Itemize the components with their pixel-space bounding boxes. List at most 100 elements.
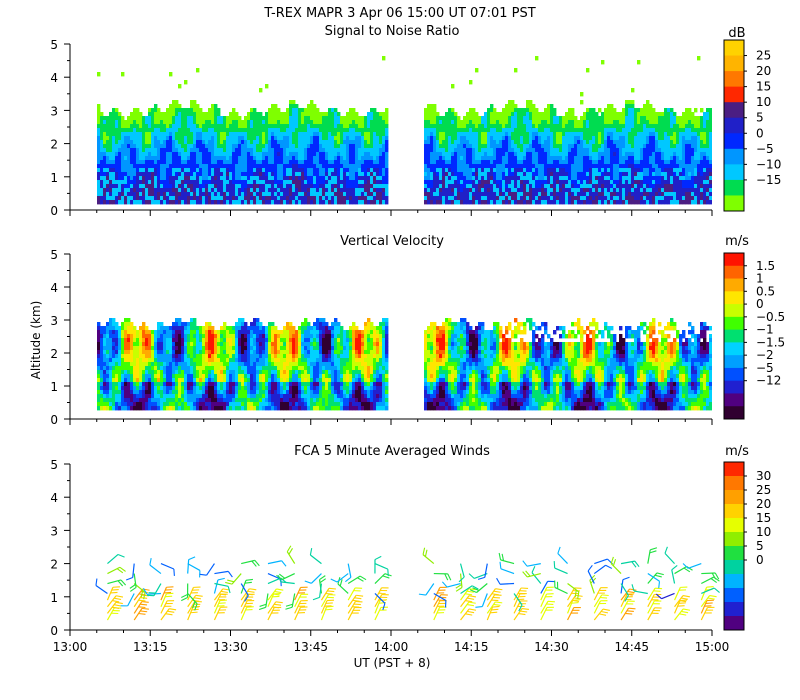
heat-cell bbox=[676, 164, 680, 169]
heat-cell bbox=[163, 172, 167, 177]
heat-cell bbox=[439, 188, 443, 193]
heat-cell bbox=[469, 140, 473, 145]
heat-cell bbox=[109, 366, 113, 371]
heat-cell bbox=[637, 116, 641, 121]
heat-cell bbox=[196, 124, 200, 129]
heat-cell bbox=[352, 192, 356, 197]
heat-cell bbox=[430, 168, 434, 173]
heat-cell bbox=[709, 196, 712, 201]
heat-cell bbox=[577, 196, 581, 201]
heat-cell bbox=[142, 116, 146, 121]
heat-cell bbox=[250, 116, 254, 121]
heat-cell bbox=[220, 160, 224, 165]
heat-cell bbox=[139, 124, 143, 129]
heat-cell bbox=[598, 156, 602, 161]
heat-cell bbox=[100, 354, 104, 359]
heat-cell bbox=[187, 160, 191, 165]
heat-cell bbox=[538, 128, 542, 133]
heat-cell bbox=[469, 188, 473, 193]
heat-cell bbox=[346, 180, 350, 185]
heat-cell bbox=[118, 342, 122, 347]
heat-cell bbox=[223, 144, 227, 149]
colorbar-label: 25 bbox=[756, 49, 771, 63]
heat-cell bbox=[115, 168, 119, 173]
heat-cell bbox=[460, 196, 464, 201]
heat-cell bbox=[238, 144, 242, 149]
heat-cell bbox=[604, 152, 608, 157]
heat-cell bbox=[238, 184, 242, 189]
heat-cell bbox=[133, 144, 137, 149]
heat-cell bbox=[682, 156, 686, 161]
heat-cell bbox=[181, 112, 185, 117]
heat-cell bbox=[502, 148, 506, 153]
heat-cell bbox=[121, 402, 125, 407]
heat-cell bbox=[535, 120, 539, 125]
heat-cell bbox=[649, 152, 653, 157]
heat-cell bbox=[529, 180, 533, 185]
heat-cell bbox=[214, 180, 218, 185]
heat-cell bbox=[217, 124, 221, 129]
heat-cell bbox=[529, 176, 533, 181]
heat-cell bbox=[688, 140, 692, 145]
heat-cell bbox=[226, 116, 230, 121]
heat-cell bbox=[223, 156, 227, 161]
heat-cell bbox=[136, 184, 140, 189]
heat-cell bbox=[565, 188, 569, 193]
heat-cell bbox=[550, 144, 554, 149]
heat-cell bbox=[127, 390, 131, 395]
heat-cell bbox=[334, 164, 338, 169]
heat-cell bbox=[550, 104, 554, 109]
heat-cell bbox=[355, 176, 359, 181]
heat-cell bbox=[115, 394, 119, 399]
heat-cell bbox=[103, 148, 107, 153]
heat-cell bbox=[517, 192, 521, 197]
heat-cell bbox=[127, 144, 131, 149]
heat-cell bbox=[502, 180, 506, 185]
heat-cell bbox=[346, 152, 350, 157]
heat-cell bbox=[301, 152, 305, 157]
heat-cell bbox=[181, 184, 185, 189]
heat-cell bbox=[649, 188, 653, 193]
heat-cell bbox=[274, 156, 278, 161]
heat-cell bbox=[169, 112, 173, 117]
heat-cell bbox=[211, 180, 215, 185]
heat-cell bbox=[355, 140, 359, 145]
heat-cell bbox=[355, 128, 359, 133]
heat-cell bbox=[184, 152, 188, 157]
heat-cell bbox=[697, 192, 701, 197]
heat-cell bbox=[247, 152, 251, 157]
heat-cell bbox=[652, 196, 656, 201]
heat-cell bbox=[538, 120, 542, 125]
heat-cell bbox=[142, 156, 146, 161]
heat-cell bbox=[163, 196, 167, 201]
heat-cell bbox=[634, 112, 638, 117]
heat-cell bbox=[211, 168, 215, 173]
heat-cell bbox=[463, 140, 467, 145]
heat-cell bbox=[142, 168, 146, 173]
heat-cell bbox=[361, 120, 365, 125]
heat-cell bbox=[514, 184, 518, 189]
heat-cell bbox=[607, 188, 611, 193]
colorbar-label: −5 bbox=[756, 142, 774, 156]
heat-cell bbox=[97, 358, 101, 363]
heat-cell bbox=[220, 152, 224, 157]
heat-cell bbox=[493, 160, 497, 165]
heat-cell bbox=[604, 200, 608, 205]
heat-cell bbox=[136, 124, 140, 129]
heat-cell bbox=[529, 116, 533, 121]
heat-cell bbox=[262, 132, 266, 137]
heat-cell bbox=[148, 156, 152, 161]
heat-cell bbox=[262, 168, 266, 173]
heat-cell bbox=[655, 180, 659, 185]
heat-cell bbox=[619, 152, 623, 157]
heat-cell bbox=[154, 140, 158, 145]
heat-cell bbox=[97, 378, 101, 383]
heat-cell bbox=[691, 180, 695, 185]
heat-cell bbox=[451, 160, 455, 165]
heat-cell bbox=[244, 160, 248, 165]
heat-cell bbox=[637, 148, 641, 153]
vv-heatmap bbox=[97, 318, 712, 411]
heat-cell bbox=[112, 128, 116, 133]
heat-cell bbox=[100, 180, 104, 185]
heat-cell bbox=[511, 100, 515, 105]
